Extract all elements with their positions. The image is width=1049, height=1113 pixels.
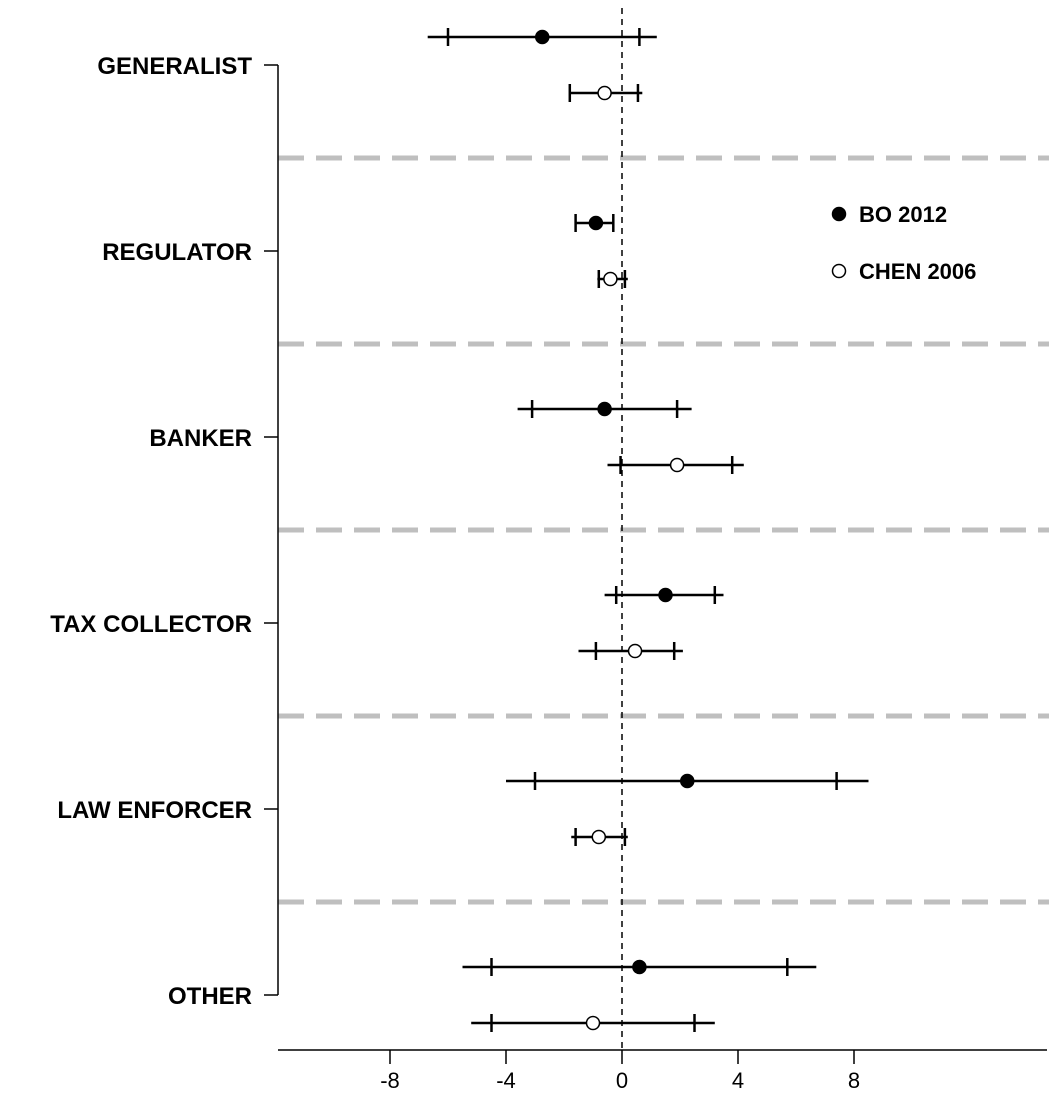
- legend-label-chen-2006: CHEN 2006: [859, 259, 976, 284]
- estimate-point-chen-2006-tax-collector: [627, 643, 643, 659]
- estimate-point-bo-2012-regulator: [588, 215, 604, 231]
- category-label-tax-collector: TAX COLLECTOR: [50, 611, 252, 638]
- x-tick-label: -8: [380, 1068, 400, 1093]
- estimate-point-bo-2012-generalist: [535, 29, 550, 45]
- x-tick-label: -4: [496, 1068, 516, 1093]
- legend: BO 2012 CHEN 2006: [831, 202, 976, 284]
- x-tick-label: 8: [848, 1068, 860, 1093]
- estimate-point-bo-2012-law-enforcer: [680, 773, 695, 789]
- category-label-banker: BANKER: [149, 425, 252, 452]
- estimate-point-bo-2012-tax-collector: [658, 587, 673, 603]
- x-tick-label: 4: [732, 1068, 744, 1093]
- group-separators: [278, 155, 1049, 905]
- estimate-point-chen-2006-law-enforcer: [591, 829, 607, 845]
- estimate-point-chen-2006-regulator: [603, 271, 618, 287]
- estimate-point-chen-2006-other: [585, 1015, 601, 1031]
- category-label-generalist: GENERALIST: [97, 53, 252, 80]
- category-label-law-enforcer: LAW ENFORCER: [57, 797, 252, 824]
- x-tick-label: 0: [616, 1068, 628, 1093]
- category-label-other: OTHER: [168, 983, 252, 1010]
- estimate-marks: [427, 28, 869, 1032]
- estimate-point-bo-2012-other: [632, 959, 647, 975]
- legend-label-bo-2012: BO 2012: [859, 202, 947, 227]
- x-axis: -8 -4 0 4 8: [278, 1049, 1047, 1093]
- estimate-point-chen-2006-generalist: [597, 85, 612, 101]
- legend-marker-bo-2012: [831, 206, 847, 222]
- category-label-regulator: REGULATOR: [102, 239, 252, 266]
- estimate-point-bo-2012-banker: [597, 401, 612, 417]
- legend-marker-chen-2006: [831, 263, 847, 279]
- y-axis-categories: GENERALIST REGULATOR BANKER TAX COLLECTOR LA…: [50, 53, 278, 1010]
- estimate-point-chen-2006-banker: [669, 457, 685, 473]
